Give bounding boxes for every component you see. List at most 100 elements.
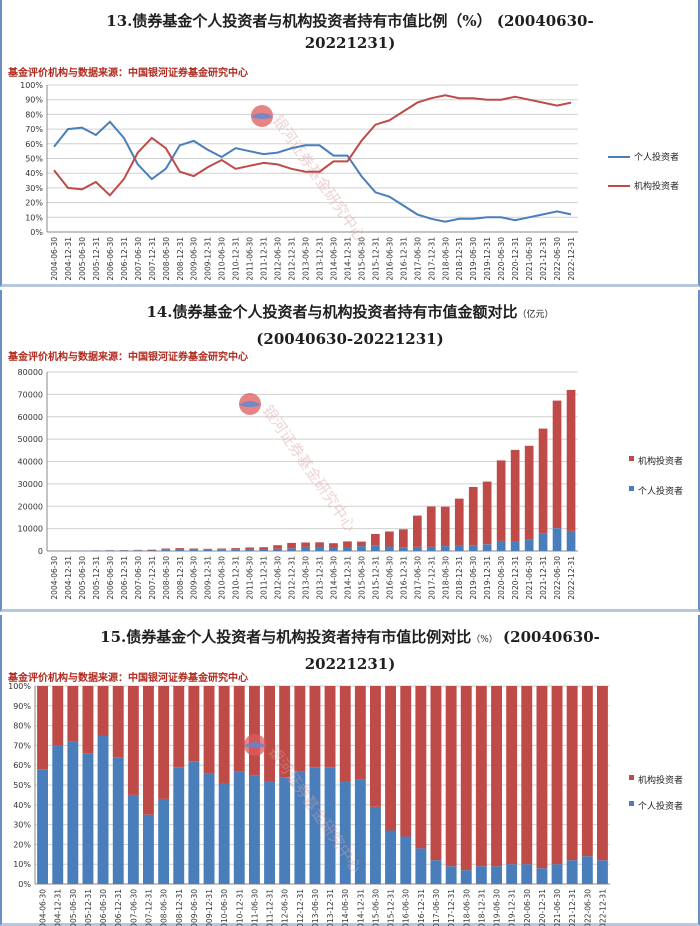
- x-tick-label: 2011-12-31: [260, 237, 269, 281]
- bar-individual: [218, 783, 230, 884]
- bar-institutional: [188, 686, 200, 762]
- bar-individual: [460, 870, 472, 884]
- bar-institutional: [551, 686, 563, 865]
- x-tick-label: 2021-12-31: [539, 556, 548, 600]
- bar-individual: [264, 781, 275, 884]
- x-tick-label: 2014-12-31: [343, 556, 352, 600]
- bar-institutional: [37, 686, 48, 770]
- bar-individual: [551, 864, 563, 884]
- bar-institutional: [203, 686, 215, 774]
- x-tick-label: 2011-06-30: [250, 889, 259, 926]
- x-tick-label: 2011-12-31: [266, 889, 275, 926]
- bar-institutional: [491, 686, 502, 867]
- bar-institutional: [385, 686, 396, 831]
- y-tick-label: 20%: [13, 840, 31, 849]
- bar-individual: [217, 549, 226, 551]
- x-tick-label: 2004-12-31: [64, 237, 73, 281]
- x-tick-label: 2014-06-30: [341, 889, 350, 926]
- x-tick-label: 2018-06-30: [441, 556, 450, 600]
- bar-individual: [158, 798, 170, 884]
- bar-institutional: [413, 515, 422, 547]
- x-tick-label: 2004-12-31: [64, 556, 73, 600]
- x-tick-label: 2018-06-30: [441, 237, 450, 281]
- bar-individual: [566, 530, 576, 551]
- bar-institutional: [143, 686, 154, 815]
- legend-label: 机构投资者: [638, 774, 683, 786]
- y-tick-label: 40000: [18, 458, 43, 467]
- x-tick-label: 2008-12-31: [176, 237, 185, 281]
- x-tick-label: 2004-06-30: [50, 237, 59, 281]
- x-tick-label: 2006-06-30: [106, 556, 115, 600]
- y-tick-label: 70000: [18, 390, 43, 399]
- bar-institutional: [400, 686, 412, 837]
- legend-label: 个人投资者: [638, 485, 683, 497]
- bar-institutional: [294, 686, 306, 772]
- bar-institutional: [218, 686, 230, 783]
- bar-individual: [413, 547, 422, 551]
- x-tick-label: 2008-06-30: [162, 237, 171, 281]
- x-tick-label: 2020-06-30: [497, 556, 506, 600]
- bar-institutional: [506, 686, 518, 865]
- y-tick-label: 30%: [13, 821, 31, 830]
- chart-15-title-main: 15.债券基金个人投资者与机构投资者持有市值比例对比: [100, 628, 472, 646]
- x-tick-label: 2007-12-31: [148, 556, 157, 600]
- x-tick-label: 2010-12-31: [235, 889, 244, 926]
- bar-individual: [147, 550, 157, 551]
- y-tick-label: 10000: [18, 525, 43, 534]
- y-tick-label: 50%: [25, 155, 43, 164]
- legend-label: 机构投资者: [634, 180, 679, 192]
- bar-individual: [445, 866, 457, 884]
- y-tick-label: 40%: [13, 801, 31, 810]
- chart-15-source: 基金评价机构与数据来源：中国银河证券基金研究中心: [8, 673, 248, 684]
- x-tick-label: 2011-06-30: [246, 556, 255, 600]
- y-tick-label: 80%: [13, 722, 31, 731]
- x-tick-label: 2014-12-31: [343, 237, 352, 281]
- x-tick-label: 2019-12-31: [508, 889, 517, 926]
- x-tick-label: 2008-06-30: [160, 889, 169, 926]
- x-tick-label: 2007-12-31: [148, 237, 157, 281]
- bar-institutional: [82, 686, 94, 754]
- x-tick-label: 2019-12-31: [483, 556, 492, 600]
- bar-individual: [538, 533, 548, 551]
- x-tick-label: 2009-06-30: [190, 237, 199, 281]
- y-tick-label: 20000: [18, 502, 43, 511]
- x-tick-label: 2019-06-30: [469, 556, 478, 600]
- bar-institutional: [597, 686, 608, 861]
- x-tick-label: 2009-12-31: [204, 556, 213, 600]
- x-tick-label: 2018-12-31: [477, 889, 486, 926]
- bar-individual: [482, 544, 492, 551]
- bar-individual: [133, 550, 143, 551]
- bar-institutional: [112, 686, 124, 758]
- x-tick-label: 2013-06-30: [302, 556, 311, 600]
- x-tick-label: 2012-12-31: [296, 889, 305, 926]
- x-tick-label: 2021-06-30: [553, 889, 562, 926]
- bar-institutional: [231, 548, 240, 550]
- bar-institutional: [97, 686, 109, 736]
- x-tick-label: 2015-06-30: [371, 889, 380, 926]
- x-tick-label: 2010-06-30: [218, 237, 227, 281]
- chart-14-source: 基金评价机构与数据来源：中国银河证券基金研究中心: [8, 352, 248, 363]
- bar-individual: [259, 549, 268, 551]
- y-tick-label: 0%: [18, 880, 31, 889]
- bar-individual: [339, 781, 351, 884]
- x-tick-label: 2014-06-30: [329, 237, 338, 281]
- x-tick-label: 2017-06-30: [432, 889, 441, 926]
- y-tick-label: 100%: [20, 81, 43, 90]
- legend-label: 个人投资者: [638, 800, 683, 812]
- bar-institutional: [581, 686, 593, 857]
- bar-individual: [203, 549, 213, 551]
- x-tick-label: 2011-06-30: [246, 237, 255, 281]
- bar-institutional: [370, 686, 381, 807]
- bar-individual: [203, 773, 215, 884]
- series-line-institutional: [53, 94, 572, 197]
- x-tick-label: 2019-06-30: [493, 889, 502, 926]
- bar-individual: [188, 761, 200, 884]
- x-tick-label: 2005-06-30: [78, 556, 87, 600]
- bar-institutional: [354, 686, 366, 780]
- x-tick-label: 2017-12-31: [427, 556, 436, 600]
- y-tick-label: 10%: [25, 213, 43, 222]
- bar-institutional: [430, 686, 442, 861]
- x-tick-label: 2016-06-30: [402, 889, 411, 926]
- x-tick-label: 2006-06-30: [106, 237, 115, 281]
- x-tick-label: 2009-12-31: [205, 889, 214, 926]
